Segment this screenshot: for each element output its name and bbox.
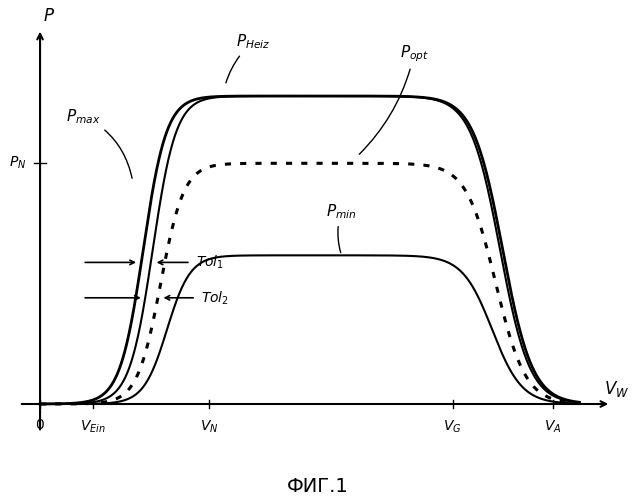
Text: $P_{max}$: $P_{max}$ bbox=[66, 107, 132, 178]
Text: $P$: $P$ bbox=[43, 7, 55, 25]
Text: $P_N$: $P_N$ bbox=[10, 155, 27, 172]
Text: $P_{Heiz}$: $P_{Heiz}$ bbox=[226, 32, 270, 82]
Text: $Tol_2$: $Tol_2$ bbox=[201, 289, 229, 306]
Text: ФИГ.1: ФИГ.1 bbox=[287, 477, 348, 496]
Text: $P_{opt}$: $P_{opt}$ bbox=[359, 43, 429, 154]
Text: $P_{min}$: $P_{min}$ bbox=[326, 202, 356, 252]
Text: $V_A$: $V_A$ bbox=[544, 418, 562, 434]
Text: $V_G$: $V_G$ bbox=[443, 418, 462, 434]
Text: $0$: $0$ bbox=[35, 418, 45, 432]
Text: $V_W$: $V_W$ bbox=[604, 378, 629, 398]
Text: $V_N$: $V_N$ bbox=[200, 418, 218, 434]
Text: $V_{Ein}$: $V_{Ein}$ bbox=[80, 418, 106, 434]
Text: $Tol_1$: $Tol_1$ bbox=[196, 254, 224, 271]
